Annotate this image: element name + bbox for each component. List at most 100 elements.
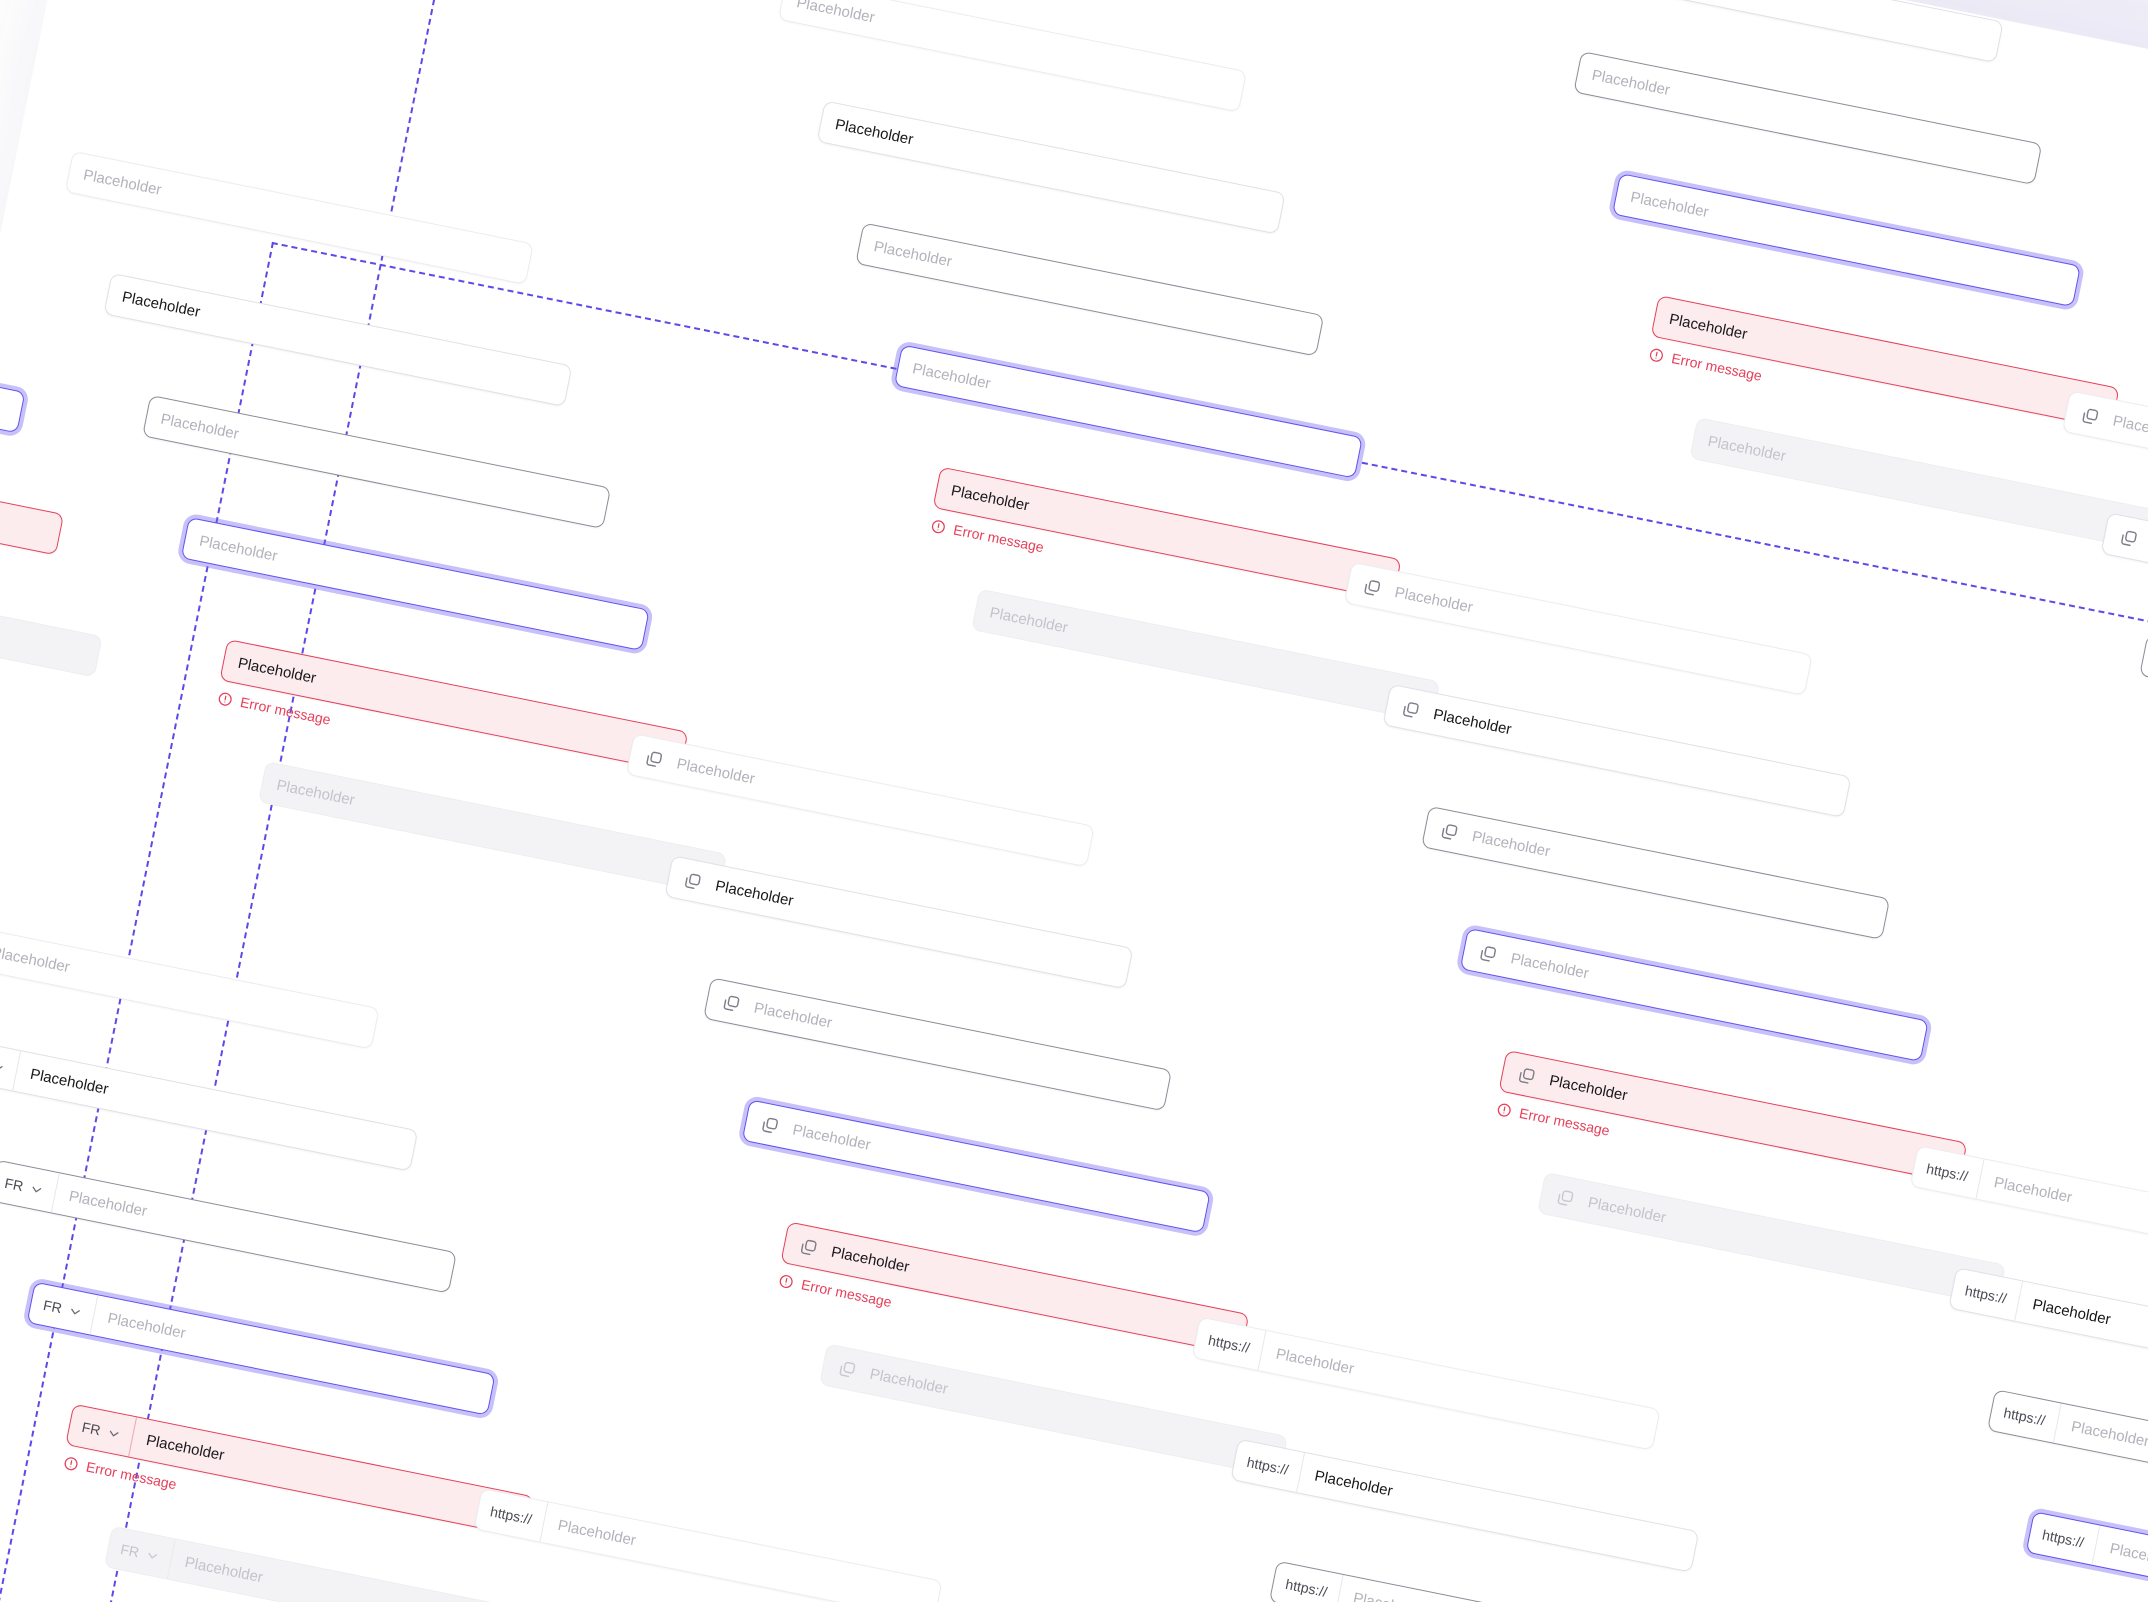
- copy-affordance[interactable]: [1384, 685, 1424, 731]
- input-placeholder[interactable]: Placeholder: [106, 1309, 188, 1342]
- input-text[interactable]: Placeholder: [855, 222, 1325, 357]
- input-placeholder[interactable]: Placeholder: [120, 288, 202, 321]
- input-copy[interactable]: Placeholder: [741, 1099, 1211, 1234]
- input-url[interactable]: https:// Placeholder: [1948, 1267, 2148, 1402]
- input-country[interactable]: FR Placeholder: [0, 1037, 419, 1172]
- input-text[interactable]: Placeholder: [64, 150, 534, 285]
- copy-icon[interactable]: [681, 869, 703, 891]
- copy-icon[interactable]: [1554, 1186, 1576, 1208]
- copy-affordance[interactable]: [782, 1223, 822, 1269]
- input-placeholder[interactable]: Placeholder: [833, 115, 915, 148]
- input-text[interactable]: Placeholder: [816, 100, 1286, 235]
- input-placeholder[interactable]: Placeholder: [1629, 188, 1711, 221]
- input-country[interactable]: FR Placeholder: [26, 1281, 496, 1416]
- input-placeholder[interactable]: Placeholder: [1536, 0, 2003, 62]
- input-placeholder[interactable]: Placeholder: [795, 0, 877, 26]
- input-copy[interactable]: Placeholder: [2061, 390, 2148, 525]
- input-text[interactable]: Placeholder: [893, 344, 1363, 479]
- input-text[interactable]: Placeholder: [777, 0, 1247, 113]
- input-placeholder[interactable]: Placeholder: [28, 1065, 110, 1098]
- input-url[interactable]: https:// Placeholder: [473, 1487, 943, 1602]
- input-placeholder[interactable]: Placeholder: [1470, 827, 1552, 860]
- input-placeholder[interactable]: Placeholder: [1274, 1344, 1356, 1378]
- input-placeholder[interactable]: Placeholder: [81, 166, 163, 199]
- input-copy[interactable]: Placeholder: [1459, 927, 1929, 1062]
- country-code-select[interactable]: FR: [0, 1160, 60, 1213]
- copy-icon[interactable]: [2079, 405, 2101, 427]
- copy-icon[interactable]: [720, 992, 742, 1014]
- input-copy[interactable]: Placeholder: [780, 1221, 1250, 1356]
- input-placeholder[interactable]: Placeholder: [197, 532, 279, 565]
- country-code-select[interactable]: FR: [27, 1282, 99, 1335]
- copy-affordance[interactable]: [627, 734, 667, 780]
- input-placeholder[interactable]: Placeholder: [752, 999, 834, 1032]
- input-placeholder[interactable]: Placeholder: [0, 422, 63, 554]
- input-text[interactable]: Placeholder: [0, 421, 65, 556]
- input-placeholder[interactable]: Placeholder: [1431, 705, 1514, 738]
- copy-affordance[interactable]: [704, 978, 744, 1024]
- copy-affordance[interactable]: [743, 1100, 783, 1146]
- input-country[interactable]: FR Placeholder: [0, 915, 380, 1050]
- input-placeholder[interactable]: Placeholder: [1590, 66, 1672, 99]
- copy-affordance[interactable]: [1461, 929, 1501, 975]
- input-placeholder[interactable]: Placeholder: [911, 359, 993, 393]
- input-placeholder[interactable]: Placeholder: [1336, 1575, 1737, 1602]
- copy-icon[interactable]: [836, 1358, 858, 1380]
- input-url[interactable]: https:// Placeholder: [1986, 1389, 2148, 1524]
- input-placeholder[interactable]: Placeholder: [2069, 1417, 2148, 1450]
- copy-icon[interactable]: [643, 747, 665, 769]
- input-copy[interactable]: Placeholder: [2100, 512, 2148, 647]
- input-copy[interactable]: Placeholder: [2139, 634, 2148, 769]
- input-placeholder[interactable]: Placeholder: [2108, 1539, 2148, 1573]
- input-placeholder[interactable]: Placeholder: [159, 410, 241, 443]
- input-url[interactable]: https:// Placeholder: [2025, 1511, 2148, 1602]
- input-text[interactable]: Placeholder: [103, 272, 573, 407]
- input-placeholder[interactable]: Placeholder: [872, 237, 954, 270]
- copy-affordance[interactable]: [2140, 636, 2148, 682]
- input-text[interactable]: Placeholder: [1611, 173, 2081, 308]
- copy-affordance[interactable]: [1500, 1051, 1540, 1097]
- copy-icon[interactable]: [1438, 820, 1460, 842]
- input-copy[interactable]: Placeholder: [1498, 1049, 1968, 1184]
- input-placeholder[interactable]: Placeholder: [67, 1187, 149, 1220]
- input-text[interactable]: Placeholder: [180, 516, 650, 652]
- copy-icon[interactable]: [759, 1114, 781, 1136]
- copy-affordance[interactable]: [666, 856, 706, 902]
- input-text[interactable]: Placeholder: [0, 299, 26, 434]
- input-country[interactable]: FR Placeholder: [65, 1403, 535, 1538]
- input-copy[interactable]: Placeholder: [1382, 683, 1852, 818]
- copy-icon[interactable]: [1477, 942, 1499, 964]
- input-copy[interactable]: Placeholder: [664, 855, 1134, 990]
- input-text[interactable]: Placeholder: [142, 394, 612, 529]
- input-placeholder[interactable]: Placeholder: [1313, 1467, 1395, 1500]
- copy-icon[interactable]: [1399, 698, 1421, 720]
- copy-affordance[interactable]: [2063, 391, 2103, 437]
- copy-icon[interactable]: [797, 1236, 819, 1258]
- country-code-select[interactable]: FR: [0, 1038, 21, 1091]
- input-placeholder[interactable]: Placeholder: [713, 876, 795, 910]
- copy-icon[interactable]: [1515, 1064, 1537, 1086]
- input-placeholder[interactable]: Placeholder: [675, 754, 757, 788]
- input-text[interactable]: Placeholder: [1573, 51, 2043, 186]
- copy-affordance[interactable]: [2102, 513, 2142, 559]
- copy-affordance[interactable]: [1422, 807, 1462, 853]
- input-copy[interactable]: Placeholder: [703, 977, 1173, 1112]
- copy-affordance[interactable]: [1345, 563, 1385, 609]
- input-placeholder[interactable]: Placeholder: [1992, 1173, 2074, 1206]
- input-placeholder[interactable]: Placeholder: [791, 1121, 873, 1154]
- input-placeholder[interactable]: Placeholder: [556, 1516, 638, 1549]
- input-placeholder[interactable]: Placeholder: [2031, 1295, 2113, 1328]
- copy-icon[interactable]: [2117, 527, 2139, 549]
- input-placeholder[interactable]: Placeholder: [0, 943, 72, 976]
- input-placeholder[interactable]: Placeholder: [1393, 583, 1475, 616]
- input-placeholder[interactable]: Placeholder: [1509, 949, 1591, 982]
- input-copy[interactable]: Placeholder: [1421, 805, 1891, 940]
- input-copy[interactable]: Placeholder: [1343, 561, 1813, 696]
- input-text[interactable]: Placeholder: [1534, 0, 2004, 64]
- input-placeholder[interactable]: Placeholder: [0, 300, 24, 432]
- input-copy[interactable]: Placeholder: [625, 733, 1095, 868]
- copy-icon[interactable]: [1361, 576, 1383, 598]
- country-code-select[interactable]: FR: [66, 1404, 137, 1457]
